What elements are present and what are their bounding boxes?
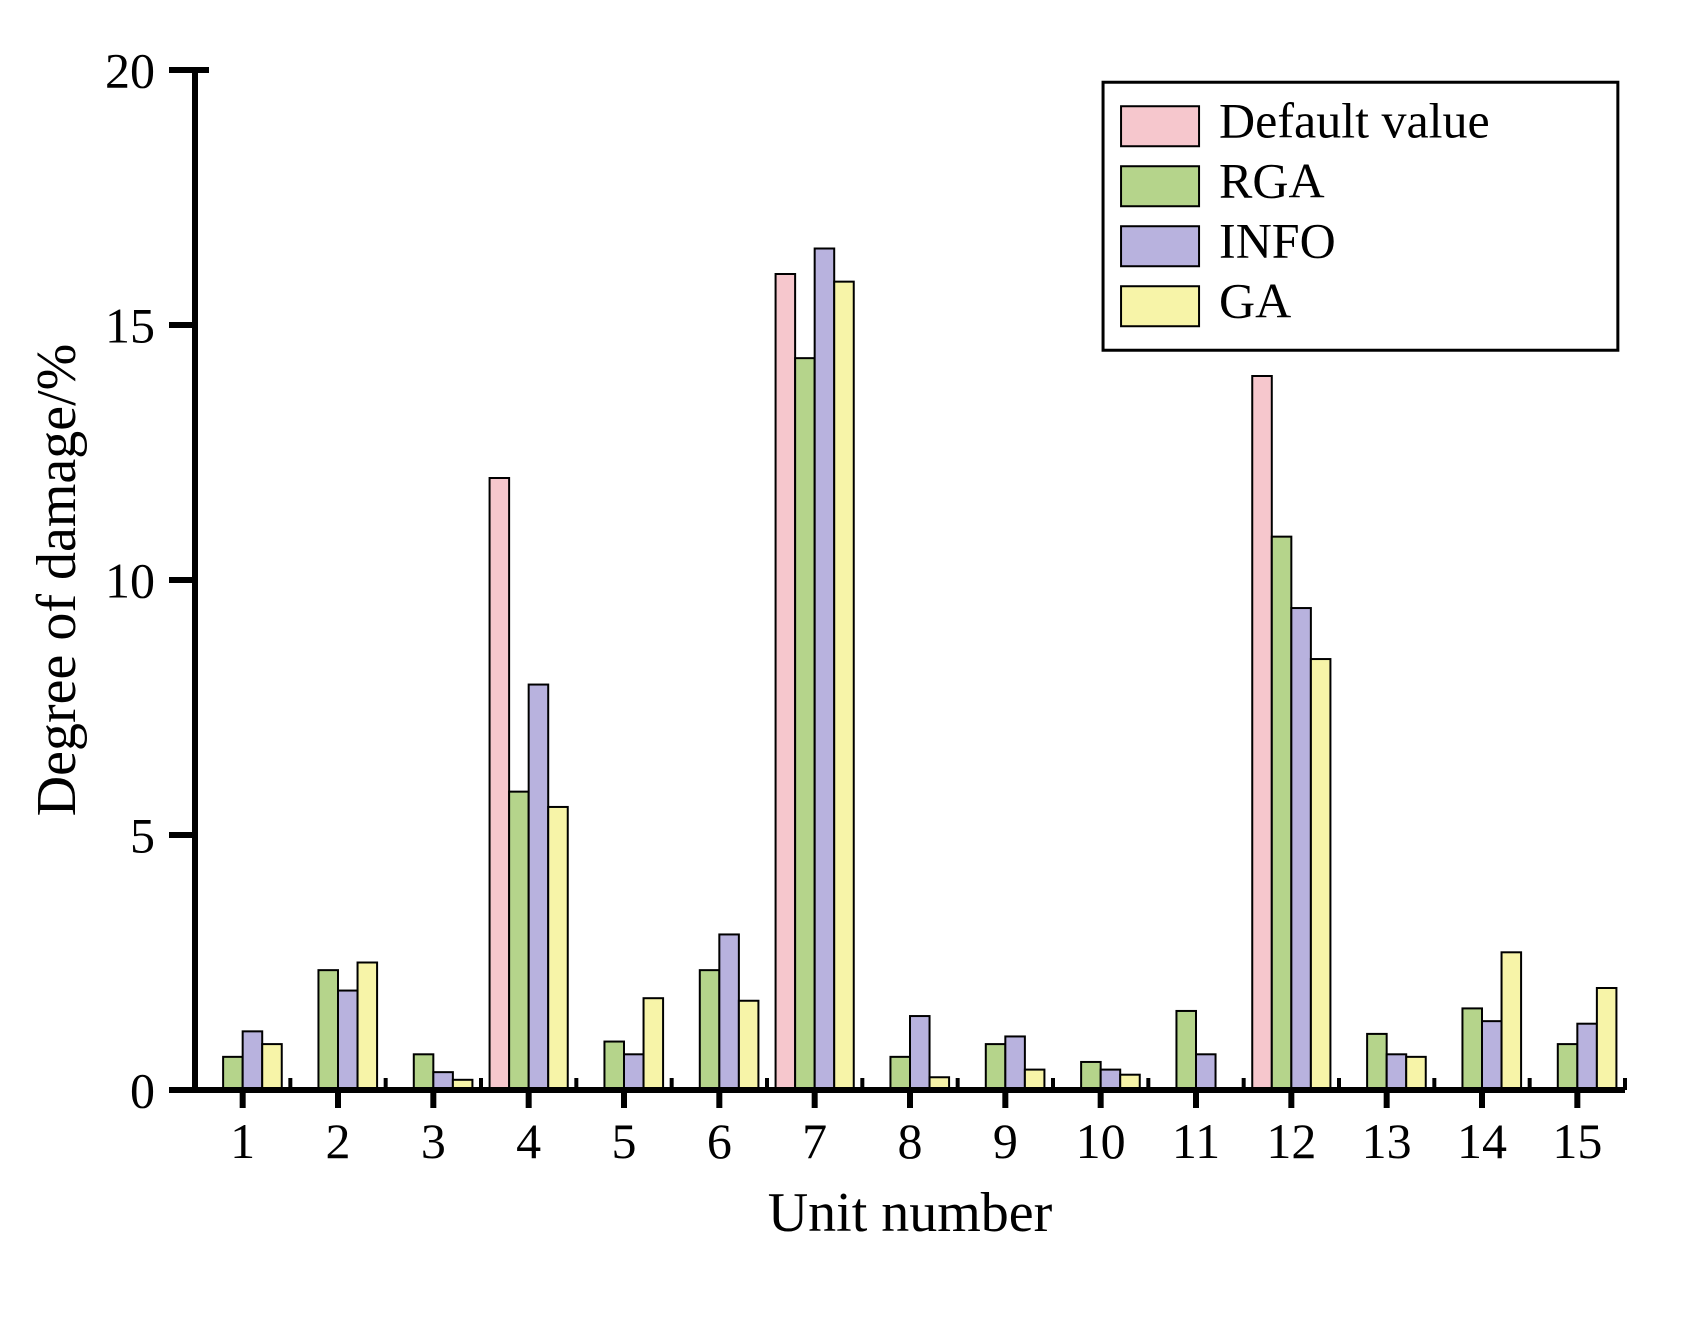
x-axis-label: Unit number xyxy=(768,1182,1053,1244)
bar xyxy=(700,970,720,1090)
legend-label: INFO xyxy=(1219,212,1336,268)
bar xyxy=(1005,1036,1025,1090)
x-tick-label: 2 xyxy=(326,1113,351,1169)
bar xyxy=(1597,988,1617,1090)
y-tick-label: 5 xyxy=(130,808,155,864)
x-tick-label: 4 xyxy=(516,1113,541,1169)
bar xyxy=(739,1001,759,1090)
bar xyxy=(624,1054,644,1090)
legend-swatch xyxy=(1121,166,1199,206)
y-tick-label: 20 xyxy=(105,43,155,99)
bar xyxy=(243,1031,263,1090)
bar xyxy=(1311,659,1331,1090)
bar xyxy=(490,478,510,1090)
bar xyxy=(414,1054,434,1090)
y-axis-label: Degree of damage/% xyxy=(26,344,88,817)
bar xyxy=(1482,1021,1502,1090)
bar xyxy=(1176,1011,1196,1090)
bar xyxy=(986,1044,1006,1090)
x-tick-label: 12 xyxy=(1266,1113,1316,1169)
x-tick-label: 8 xyxy=(898,1113,923,1169)
x-tick-label: 7 xyxy=(802,1113,827,1169)
x-tick-label: 1 xyxy=(230,1113,255,1169)
bar xyxy=(338,991,358,1090)
legend-swatch xyxy=(1121,106,1199,146)
bar xyxy=(1406,1057,1426,1090)
bar xyxy=(1462,1008,1482,1090)
bar xyxy=(1502,952,1522,1090)
bar xyxy=(910,1016,930,1090)
bar xyxy=(644,998,664,1090)
legend-label: GA xyxy=(1219,272,1291,328)
bar xyxy=(262,1044,282,1090)
bar xyxy=(1272,537,1292,1090)
bar xyxy=(890,1057,910,1090)
y-tick-label: 0 xyxy=(130,1063,155,1119)
bar-chart: 05101520123456789101112131415Unit number… xyxy=(0,0,1699,1331)
bar xyxy=(1252,376,1272,1090)
bar xyxy=(529,685,549,1090)
bar xyxy=(318,970,338,1090)
bar xyxy=(776,274,796,1090)
x-tick-label: 5 xyxy=(612,1113,637,1169)
bar xyxy=(1196,1054,1216,1090)
bar xyxy=(604,1042,624,1090)
x-tick-label: 6 xyxy=(707,1113,732,1169)
x-tick-label: 13 xyxy=(1362,1113,1412,1169)
bar xyxy=(795,358,815,1090)
bar xyxy=(815,249,835,1091)
bar xyxy=(719,934,739,1090)
bar xyxy=(1367,1034,1387,1090)
bar xyxy=(548,807,568,1090)
y-tick-label: 10 xyxy=(105,553,155,609)
bar xyxy=(1577,1024,1597,1090)
bar xyxy=(1025,1070,1045,1090)
bar xyxy=(509,792,529,1090)
legend-label: Default value xyxy=(1219,92,1490,148)
x-tick-label: 3 xyxy=(421,1113,446,1169)
bar xyxy=(1101,1070,1121,1090)
legend-swatch xyxy=(1121,226,1199,266)
x-tick-label: 10 xyxy=(1076,1113,1126,1169)
chart-svg: 05101520123456789101112131415Unit number… xyxy=(0,0,1699,1331)
bar xyxy=(223,1057,243,1090)
bar xyxy=(1291,608,1311,1090)
legend-swatch xyxy=(1121,286,1199,326)
bar xyxy=(834,282,854,1090)
y-tick-label: 15 xyxy=(105,298,155,354)
bar xyxy=(1387,1054,1407,1090)
bar xyxy=(1081,1062,1101,1090)
legend-label: RGA xyxy=(1219,152,1325,208)
x-tick-label: 14 xyxy=(1457,1113,1507,1169)
x-tick-label: 9 xyxy=(993,1113,1018,1169)
bar xyxy=(358,963,378,1091)
x-tick-label: 15 xyxy=(1552,1113,1602,1169)
x-tick-label: 11 xyxy=(1172,1113,1220,1169)
bar xyxy=(1558,1044,1578,1090)
